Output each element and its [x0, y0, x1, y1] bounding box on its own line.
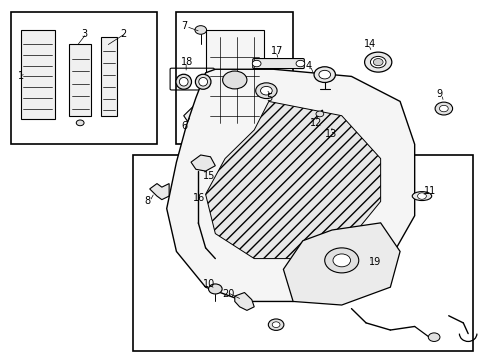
Polygon shape	[191, 155, 215, 171]
Text: 6: 6	[181, 121, 187, 131]
Polygon shape	[149, 184, 169, 200]
Circle shape	[324, 248, 358, 273]
Circle shape	[76, 120, 84, 126]
Ellipse shape	[176, 74, 191, 89]
Circle shape	[222, 71, 246, 89]
Text: 9: 9	[436, 89, 442, 99]
Polygon shape	[329, 125, 339, 132]
Text: 11: 11	[424, 186, 436, 196]
Text: 4: 4	[305, 61, 311, 71]
Polygon shape	[166, 69, 414, 301]
FancyBboxPatch shape	[252, 59, 304, 68]
Circle shape	[295, 60, 304, 67]
Circle shape	[195, 26, 206, 34]
Text: 19: 19	[368, 257, 380, 267]
Ellipse shape	[195, 74, 210, 89]
Text: 5: 5	[266, 93, 272, 103]
Polygon shape	[283, 223, 399, 305]
Circle shape	[364, 52, 391, 72]
Circle shape	[427, 333, 439, 342]
Circle shape	[434, 102, 452, 115]
Text: 15: 15	[203, 171, 215, 181]
Circle shape	[272, 322, 280, 328]
Text: 13: 13	[324, 129, 336, 139]
Text: 1: 1	[19, 71, 24, 81]
Circle shape	[372, 59, 382, 66]
Text: 10: 10	[203, 279, 215, 289]
Text: 20: 20	[222, 289, 235, 299]
Polygon shape	[205, 102, 380, 258]
Text: 2: 2	[120, 28, 126, 39]
Polygon shape	[183, 102, 207, 130]
Polygon shape	[234, 293, 254, 310]
Circle shape	[208, 284, 222, 294]
Circle shape	[315, 111, 323, 117]
FancyBboxPatch shape	[132, 155, 472, 351]
Circle shape	[268, 319, 284, 330]
Text: 3: 3	[81, 28, 87, 39]
Circle shape	[260, 86, 272, 95]
Text: 18: 18	[181, 57, 193, 67]
FancyBboxPatch shape	[176, 12, 292, 144]
Text: 16: 16	[193, 193, 205, 203]
Ellipse shape	[179, 77, 188, 86]
Ellipse shape	[199, 77, 207, 86]
Circle shape	[313, 67, 335, 82]
Text: 14: 14	[363, 39, 375, 49]
Text: 8: 8	[144, 197, 151, 206]
FancyBboxPatch shape	[11, 12, 157, 144]
FancyBboxPatch shape	[69, 44, 91, 116]
FancyBboxPatch shape	[101, 37, 116, 116]
Circle shape	[318, 70, 330, 79]
Text: 7: 7	[181, 21, 187, 31]
Circle shape	[370, 57, 385, 68]
FancyBboxPatch shape	[21, 30, 55, 119]
Ellipse shape	[411, 192, 431, 201]
Circle shape	[255, 83, 277, 99]
Circle shape	[332, 254, 350, 267]
Circle shape	[252, 60, 261, 67]
Text: 12: 12	[309, 118, 322, 128]
Circle shape	[439, 105, 447, 112]
Text: 17: 17	[271, 46, 283, 57]
FancyBboxPatch shape	[205, 30, 264, 130]
Circle shape	[417, 193, 426, 199]
